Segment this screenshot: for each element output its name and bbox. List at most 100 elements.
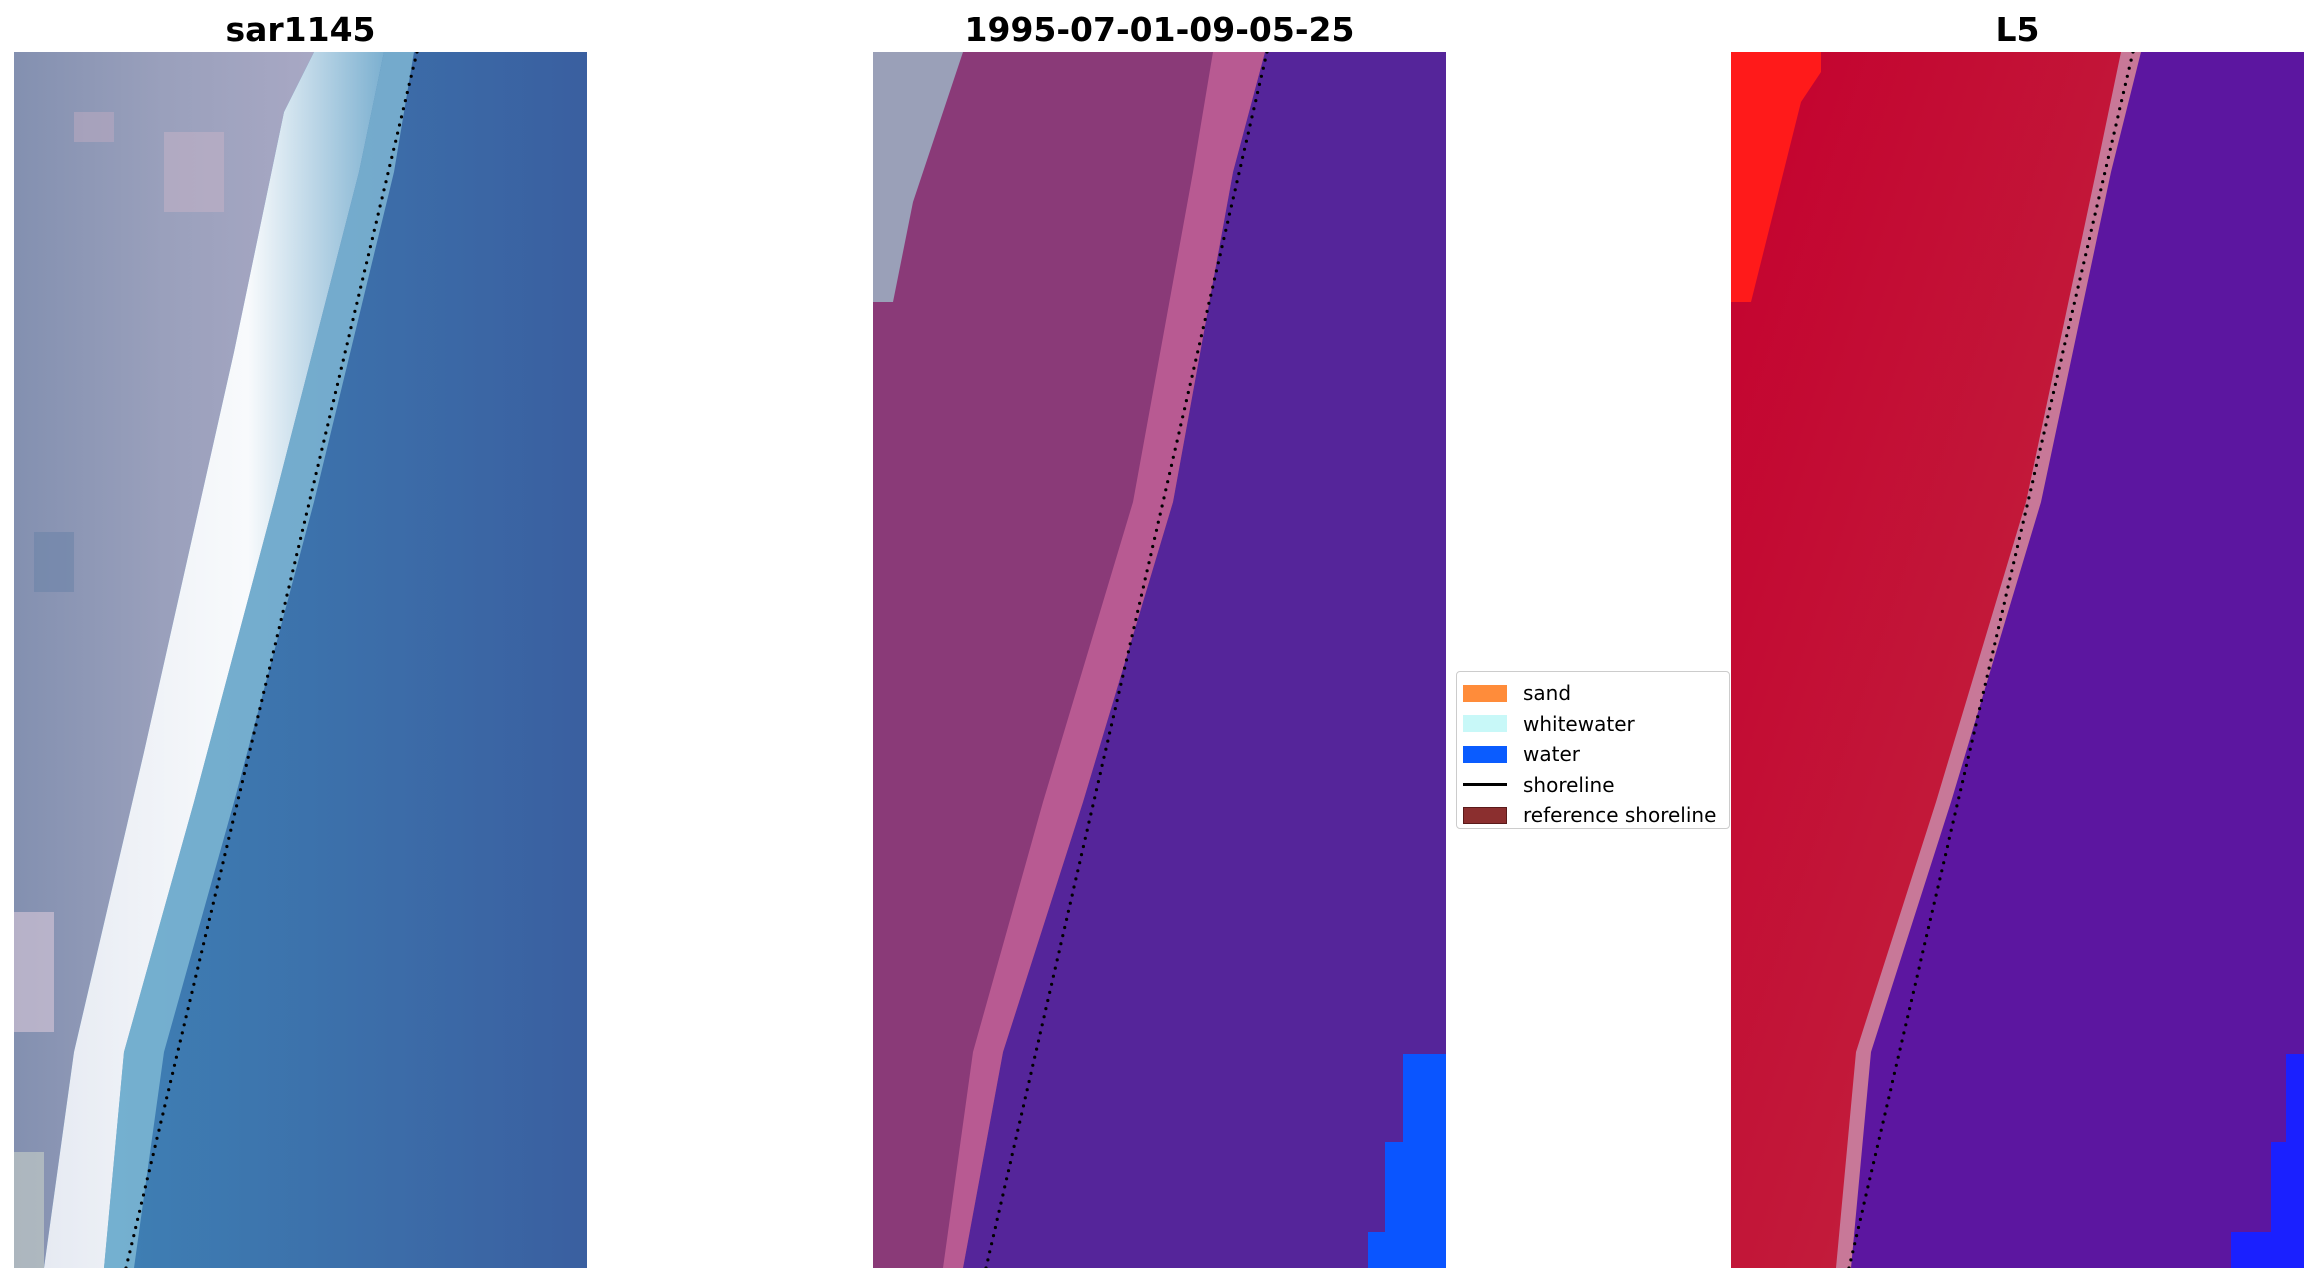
shoreline-dot <box>2121 90 2126 95</box>
shoreline-dot <box>1179 423 1183 427</box>
shoreline-dot <box>401 107 405 111</box>
shoreline-dot <box>145 1177 149 1181</box>
shoreline-dot <box>293 561 297 565</box>
shoreline-dot <box>167 1088 171 1092</box>
shoreline-dot <box>219 869 223 873</box>
shoreline-dot <box>157 1128 161 1132</box>
shoreline-dot <box>1089 812 1093 816</box>
shoreline-dot <box>1870 1169 1874 1173</box>
shoreline-dot <box>130 1242 134 1246</box>
shoreline-dot <box>1858 1217 1862 1221</box>
shoreline-dot <box>1186 390 1190 395</box>
legend-item-reference-shoreline: reference shoreline <box>1457 800 1729 831</box>
shoreline-dot <box>2036 455 2040 459</box>
shoreline <box>124 52 419 1268</box>
shoreline-dot <box>240 780 244 784</box>
shoreline-dot <box>1106 739 1110 743</box>
shoreline-dot <box>134 1225 138 1230</box>
shoreline-dot <box>397 123 402 127</box>
shoreline-dot <box>1964 763 1968 768</box>
shoreline-dot <box>2093 212 2097 216</box>
shoreline-dot <box>1184 399 1188 403</box>
shoreline-dot <box>141 1193 146 1197</box>
shoreline-dot <box>392 147 396 151</box>
shoreline-dot <box>988 1250 992 1254</box>
shoreline-dot <box>1096 780 1100 784</box>
shoreline-dot <box>1147 561 1151 565</box>
shoreline-dot <box>1904 1023 1908 1027</box>
legend-swatch-sand <box>1463 684 1507 702</box>
shoreline-dot <box>1115 698 1119 703</box>
legend-label: sand <box>1523 681 1572 706</box>
shoreline-dot <box>1132 626 1136 630</box>
shoreline-dot <box>1117 690 1121 695</box>
shoreline-dot <box>1173 447 1177 451</box>
shoreline-dot <box>1113 707 1117 711</box>
shoreline-dot <box>264 682 268 686</box>
shoreline-dot <box>250 739 254 743</box>
shoreline-dot <box>2010 569 2014 573</box>
shoreline-dot <box>1945 844 1950 849</box>
shoreline-dot <box>1257 82 1262 86</box>
shoreline-dot <box>351 317 355 322</box>
shoreline-dot <box>374 220 378 224</box>
shoreline-dot <box>1141 585 1145 589</box>
shoreline-dot <box>1040 1023 1044 1027</box>
shoreline-dot <box>132 1234 136 1238</box>
shoreline-dot <box>1042 1015 1046 1019</box>
shoreline-dot <box>1953 812 1957 816</box>
shoreline-dot <box>1968 747 1972 751</box>
shoreline-dot <box>126 1258 130 1262</box>
shoreline-dot <box>198 958 202 962</box>
shoreline-dot <box>415 52 419 54</box>
shoreline-dot <box>304 512 308 516</box>
shoreline-dot <box>359 285 363 289</box>
shoreline-dot <box>1220 245 1224 249</box>
shoreline-dot <box>1177 431 1181 435</box>
shoreline-dot <box>2057 366 2061 370</box>
shoreline-dot <box>1896 1055 1900 1059</box>
shoreline-dot <box>1911 990 1915 995</box>
shoreline-dot <box>1233 188 1237 192</box>
shoreline-dot <box>1070 893 1074 897</box>
shoreline-dot <box>1883 1112 1887 1116</box>
shoreline-dot <box>1091 804 1095 808</box>
shoreline-dot <box>1244 139 1248 143</box>
shoreline-dot <box>161 1112 165 1116</box>
shoreline-dot <box>236 796 241 800</box>
shoreline-dot <box>1087 820 1091 824</box>
shoreline-dot <box>2129 58 2133 62</box>
shoreline-dot <box>990 1242 994 1246</box>
shoreline-dot <box>1923 942 1927 946</box>
shoreline-dot <box>174 1055 178 1059</box>
shoreline-dot <box>1934 893 1938 897</box>
shoreline-dot <box>2084 253 2088 257</box>
shoreline-dot <box>1873 1152 1878 1157</box>
shoreline-dot <box>2106 155 2110 159</box>
shoreline-dot <box>295 553 299 557</box>
shoreline-dot <box>279 617 283 622</box>
shoreline-dot <box>273 642 277 646</box>
shoreline-dot <box>1102 755 1106 759</box>
shoreline-dot <box>2038 447 2042 451</box>
shoreline-dot <box>1055 958 1059 962</box>
shoreline-dot <box>203 934 208 938</box>
shoreline-dot <box>271 650 275 654</box>
shoreline-dot <box>1031 1063 1035 1067</box>
shoreline-dot <box>1145 569 1149 573</box>
shoreline-dot <box>1123 666 1127 670</box>
shoreline-dot <box>1050 982 1054 986</box>
shoreline-dot <box>171 1071 175 1075</box>
shoreline-dot <box>2019 528 2023 532</box>
shoreline-dot <box>1894 1063 1898 1067</box>
shoreline-dot <box>1993 642 1997 646</box>
shoreline-dot <box>260 698 264 703</box>
shoreline-dot <box>1877 1136 1881 1140</box>
shoreline-dot <box>394 139 398 143</box>
shoreline-dot <box>1196 350 1200 354</box>
legend-swatch-water <box>1463 745 1507 763</box>
shoreline-dot <box>1252 107 1256 111</box>
shoreline-dot <box>1214 269 1218 273</box>
shoreline-dot <box>1972 731 1976 735</box>
